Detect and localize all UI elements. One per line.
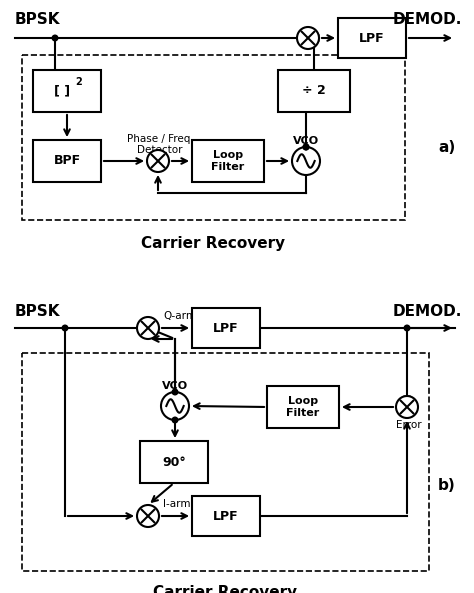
Text: VCO: VCO [293, 136, 319, 146]
Bar [278, 70, 350, 112]
Circle shape [404, 325, 410, 331]
Text: LPF: LPF [213, 321, 239, 334]
Text: Q-arm: Q-arm [163, 311, 196, 321]
Text: LPF: LPF [359, 31, 385, 44]
Circle shape [396, 396, 418, 418]
Text: Carrier Recovery: Carrier Recovery [154, 585, 298, 593]
Circle shape [137, 317, 159, 339]
Text: Carrier Recovery: Carrier Recovery [141, 236, 285, 251]
Text: Detector: Detector [137, 145, 183, 155]
Text: Loop
Filter: Loop Filter [286, 396, 319, 418]
Bar [33, 70, 101, 112]
Bar [33, 140, 101, 182]
Circle shape [297, 27, 319, 49]
Bar [22, 55, 405, 220]
Circle shape [137, 505, 159, 527]
Text: [ ]: [ ] [54, 84, 70, 97]
Circle shape [172, 389, 178, 395]
Text: BPF: BPF [54, 155, 81, 167]
Circle shape [303, 144, 309, 150]
Text: b): b) [438, 479, 456, 493]
Bar [338, 18, 406, 58]
Bar [140, 441, 208, 483]
Text: Error: Error [396, 420, 422, 430]
Bar [192, 308, 260, 348]
Text: Loop
Filter: Loop Filter [211, 150, 245, 172]
Text: I-arm: I-arm [163, 499, 191, 509]
Bar [22, 353, 429, 571]
Circle shape [62, 325, 68, 331]
Circle shape [292, 147, 320, 175]
Text: DEMOD.: DEMOD. [392, 304, 462, 319]
Bar [192, 496, 260, 536]
Circle shape [161, 392, 189, 420]
Text: 90°: 90° [162, 455, 186, 468]
Text: Phase / Freq.: Phase / Freq. [127, 134, 193, 144]
Text: LPF: LPF [213, 509, 239, 522]
Circle shape [303, 144, 309, 150]
Text: BPSK: BPSK [15, 304, 61, 319]
Text: a): a) [438, 141, 455, 155]
Text: ÷ 2: ÷ 2 [302, 84, 326, 97]
Bar [192, 140, 264, 182]
Circle shape [172, 417, 178, 423]
Text: DEMOD.: DEMOD. [392, 12, 462, 27]
Text: 2: 2 [76, 77, 82, 87]
Circle shape [147, 150, 169, 172]
Bar [267, 386, 339, 428]
Text: BPSK: BPSK [15, 12, 61, 27]
Circle shape [52, 35, 58, 41]
Text: VCO: VCO [162, 381, 188, 391]
